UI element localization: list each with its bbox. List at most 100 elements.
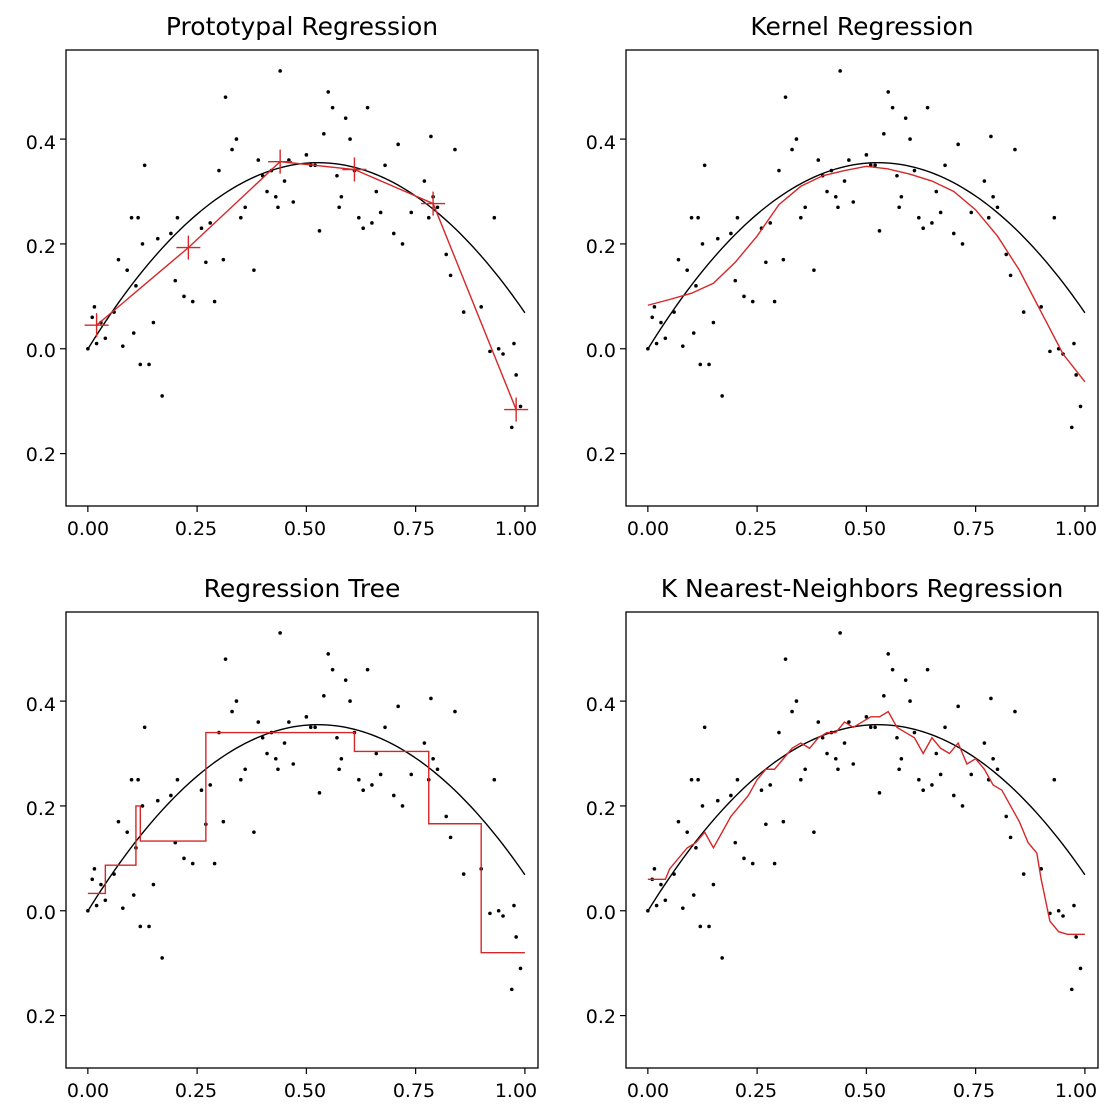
data-point	[836, 205, 840, 210]
data-point	[265, 751, 269, 756]
data-point	[803, 205, 807, 210]
data-point	[790, 709, 794, 714]
data-point	[243, 205, 247, 210]
data-point	[1069, 987, 1074, 992]
data-point	[676, 819, 681, 824]
data-point	[790, 147, 794, 152]
data-point	[989, 134, 993, 139]
x-tick-label: 1.00	[495, 1080, 537, 1102]
x-tick-labels: 0.00 0.25 0.50 0.75 1.00	[67, 1080, 537, 1102]
data-point	[308, 725, 313, 730]
x-tick-label: 0.50	[844, 1080, 886, 1102]
data-point	[444, 252, 449, 257]
data-point	[663, 898, 668, 903]
data-point	[304, 153, 309, 157]
data-point	[453, 709, 457, 714]
data-point	[864, 715, 869, 719]
data-point	[1021, 872, 1026, 876]
data-point	[689, 777, 694, 782]
data-point	[276, 205, 280, 210]
data-point	[131, 331, 136, 335]
x-tick-label: 0.50	[284, 518, 326, 540]
data-point	[116, 819, 121, 824]
data-point	[1078, 966, 1083, 971]
data-point	[221, 257, 226, 262]
y-tick-label: 0.2	[26, 798, 56, 820]
data-point	[121, 344, 125, 348]
data-point	[768, 783, 773, 787]
data-point	[514, 373, 518, 377]
y-tick-labels: 0.2 0.0 0.2 0.4	[586, 694, 616, 1028]
data-point	[903, 116, 908, 120]
data-point	[1061, 914, 1065, 918]
data-point	[125, 268, 129, 272]
data-point	[694, 846, 698, 850]
data-point	[812, 830, 816, 834]
data-point	[700, 242, 705, 246]
data-point	[772, 861, 777, 866]
data-point	[431, 756, 435, 761]
data-point	[842, 179, 847, 183]
fit-curve	[96, 160, 517, 410]
data-point	[989, 696, 993, 701]
data-point	[873, 725, 877, 730]
data-point	[659, 320, 663, 325]
data-point	[1074, 935, 1078, 939]
data-point	[313, 725, 317, 730]
data-point	[374, 189, 379, 194]
data-point	[685, 268, 689, 272]
data-point	[169, 793, 173, 798]
x-tick-label: 0.25	[735, 1080, 777, 1102]
data-point	[326, 90, 331, 94]
x-tick-label: 0.25	[175, 518, 217, 540]
data-point	[1074, 373, 1078, 377]
x-tick-label: 0.75	[393, 518, 435, 540]
data-point	[890, 667, 895, 672]
data-point	[917, 777, 921, 782]
data-point	[700, 804, 705, 808]
data-point	[278, 69, 282, 73]
data-point	[92, 305, 97, 309]
data-point	[681, 344, 685, 348]
data-point	[492, 215, 497, 220]
data-point	[223, 657, 228, 661]
data-point	[691, 331, 696, 335]
data-point	[304, 715, 309, 719]
data-point	[322, 694, 326, 698]
data-point	[501, 914, 505, 918]
x-tick-label: 0.75	[953, 1080, 995, 1102]
data-point	[361, 226, 365, 231]
data-point	[204, 260, 208, 265]
data-point	[378, 772, 383, 777]
data-point	[151, 882, 156, 887]
data-point	[217, 168, 221, 173]
x-tick-label: 0.00	[627, 1080, 669, 1102]
data-point	[116, 257, 121, 262]
data-point	[991, 194, 995, 199]
true-curve	[647, 723, 1086, 912]
data-point	[479, 305, 483, 309]
data-point	[429, 696, 433, 701]
data-point	[348, 137, 352, 141]
fit-curve	[647, 710, 1085, 936]
data-point	[650, 315, 655, 320]
data-point	[715, 236, 720, 241]
x-tick-label: 0.50	[284, 1080, 326, 1102]
data-point	[453, 147, 457, 152]
plot-marks	[60, 631, 526, 1074]
data-point	[287, 720, 291, 724]
data-point	[121, 906, 125, 910]
data-point	[429, 134, 433, 139]
data-point	[400, 804, 405, 808]
data-point	[764, 260, 768, 265]
data-point	[711, 882, 716, 887]
data-point	[943, 163, 947, 168]
data-point	[273, 756, 278, 761]
data-point	[812, 268, 816, 272]
data-point	[799, 215, 803, 220]
data-point	[877, 229, 882, 233]
data-point	[652, 305, 657, 309]
y-tick-labels: 0.2 0.0 0.2 0.4	[26, 694, 56, 1028]
data-point	[707, 362, 711, 367]
data-point	[895, 173, 899, 178]
